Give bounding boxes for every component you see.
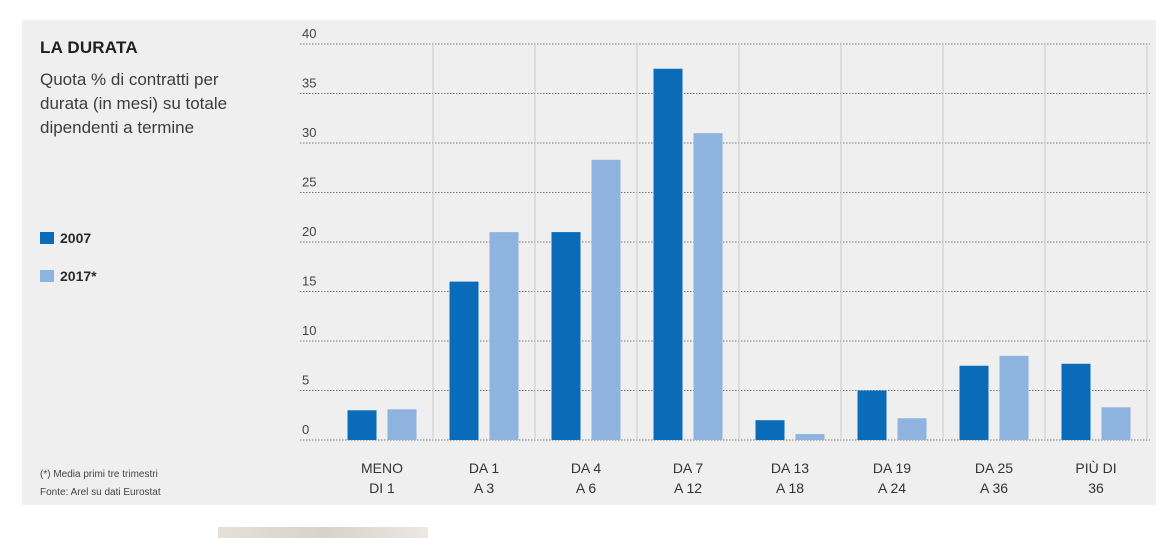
- legend-swatch-2017: [40, 270, 54, 282]
- x-tick-label: DA 25: [975, 460, 1013, 476]
- bar-2017-3: [693, 133, 723, 440]
- x-tick-label: A 12: [674, 480, 702, 496]
- bar-2017-1: [489, 232, 519, 440]
- x-tick-label: MENO: [361, 460, 403, 476]
- source-note: Fonte: Arel su dati Eurostat: [40, 487, 161, 498]
- x-tick-label: A 3: [474, 480, 494, 496]
- x-tick-label: DA 7: [673, 460, 704, 476]
- legend-item-2007: 2007: [40, 230, 97, 246]
- bar-2007-2: [551, 232, 581, 440]
- bar-2007-7: [1061, 363, 1091, 440]
- x-tick-label: DI 1: [369, 480, 395, 496]
- bar-2007-5: [857, 390, 887, 440]
- y-tick-label: 30: [302, 125, 316, 140]
- x-tick-label: DA 13: [771, 460, 809, 476]
- bar-2007-1: [449, 281, 479, 440]
- bar-2017-6: [999, 355, 1029, 440]
- x-tick-label: DA 1: [469, 460, 500, 476]
- legend-swatch-2007: [40, 232, 54, 244]
- chart-notes: (*) Media primi tre trimestri Fonte: Are…: [40, 466, 161, 502]
- x-tick-label: A 18: [776, 480, 804, 496]
- x-tick-label: A 36: [980, 480, 1008, 496]
- bar-2017-2: [591, 159, 621, 440]
- y-tick-label: 25: [302, 175, 316, 190]
- y-tick-label: 35: [302, 76, 316, 91]
- bar-2007-0: [347, 410, 377, 440]
- x-tick-label: A 6: [576, 480, 596, 496]
- bar-2017-4: [795, 434, 825, 440]
- legend-label-2007: 2007: [60, 230, 92, 246]
- bar-2007-6: [959, 365, 989, 440]
- y-tick-label: 15: [302, 274, 316, 289]
- photo-fragment: [218, 527, 428, 538]
- legend-label-2017: 2017*: [60, 268, 97, 284]
- bar-chart: 0 5 10 15 20 25 30 35 40 MENO DI 1 DA 1 A 3 DA 4 A 6 DA…: [300, 26, 1150, 496]
- legend-item-2017: 2017*: [40, 268, 97, 284]
- y-tick-label: 10: [302, 323, 316, 338]
- chart-panel: LA DURATA Quota % di contratti per durat…: [22, 20, 1156, 505]
- x-tick-label: PIÙ DI: [1075, 460, 1116, 476]
- y-tick-label: 40: [302, 26, 316, 41]
- y-tick-label: 5: [302, 373, 309, 388]
- legend: 2007 2017*: [40, 230, 97, 306]
- chart-title: LA DURATA: [40, 38, 138, 57]
- bar-2017-0: [387, 409, 417, 440]
- footnote: (*) Media primi tre trimestri: [40, 469, 158, 480]
- bar-2017-7: [1101, 407, 1131, 440]
- y-tick-label: 0: [302, 422, 309, 437]
- bar-2007-4: [755, 420, 785, 440]
- x-tick-label: DA 19: [873, 460, 911, 476]
- bar-2017-5: [897, 418, 927, 440]
- bar-2007-3: [653, 68, 683, 440]
- y-tick-label: 20: [302, 224, 316, 239]
- x-tick-label: DA 4: [571, 460, 602, 476]
- x-tick-label: A 24: [878, 480, 906, 496]
- x-tick-label: 36: [1088, 480, 1104, 496]
- chart-subtitle: Quota % di contratti per durata (in mesi…: [40, 70, 228, 137]
- chart-header: LA DURATA Quota % di contratti per durat…: [40, 38, 270, 140]
